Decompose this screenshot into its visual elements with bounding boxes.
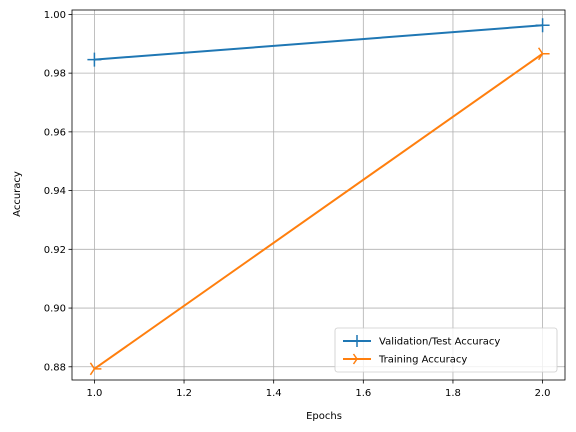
data-point <box>89 362 102 376</box>
tri-right-marker <box>352 353 363 365</box>
x-tick-label: 1.6 <box>355 388 371 399</box>
tri-right-marker <box>537 47 550 61</box>
x-tick-label: 1.2 <box>176 388 192 399</box>
plot-frame <box>71 9 566 381</box>
legend-label: Training Accuracy <box>378 355 467 366</box>
y-tick-label: 0.96 <box>44 127 66 138</box>
x-tick-label: 2.0 <box>535 388 551 399</box>
y-tick-label: 1.00 <box>44 10 66 21</box>
x-tick-label: 1.8 <box>445 388 461 399</box>
plus-marker <box>87 52 102 67</box>
tri-right-marker <box>89 362 102 376</box>
y-tick-label: 0.98 <box>44 69 66 80</box>
legend: Validation/Test Accuracy Training Accurac… <box>334 327 558 373</box>
data-point <box>87 52 102 67</box>
x-axis-label: Epochs <box>306 411 342 422</box>
x-tick-label: 1.0 <box>86 388 102 399</box>
series-line-0 <box>94 24 543 61</box>
y-tick-label: 0.92 <box>44 245 66 256</box>
axes: 1.0 1.2 1.4 1.6 1.8 2.0 0.88 0.90 0.92 0.94 0.96 0.… <box>44 9 566 399</box>
data-point <box>535 18 550 33</box>
plus-marker <box>351 335 363 347</box>
y-axis-label: Accuracy <box>12 171 23 217</box>
y-tick-label: 0.88 <box>44 362 66 373</box>
data-point <box>537 47 550 61</box>
legend-entry: Training Accuracy <box>343 353 467 366</box>
series-layer <box>87 18 550 376</box>
y-tick-label: 0.94 <box>44 186 66 197</box>
legend-label: Validation/Test Accuracy <box>379 337 500 348</box>
plus-marker <box>535 18 550 33</box>
x-tick-label: 1.4 <box>266 388 282 399</box>
grid <box>72 10 565 380</box>
y-tick-label: 0.90 <box>44 304 66 315</box>
series-line-1 <box>93 52 544 370</box>
legend-box <box>334 327 558 373</box>
legend-entry: Validation/Test Accuracy <box>343 335 500 348</box>
